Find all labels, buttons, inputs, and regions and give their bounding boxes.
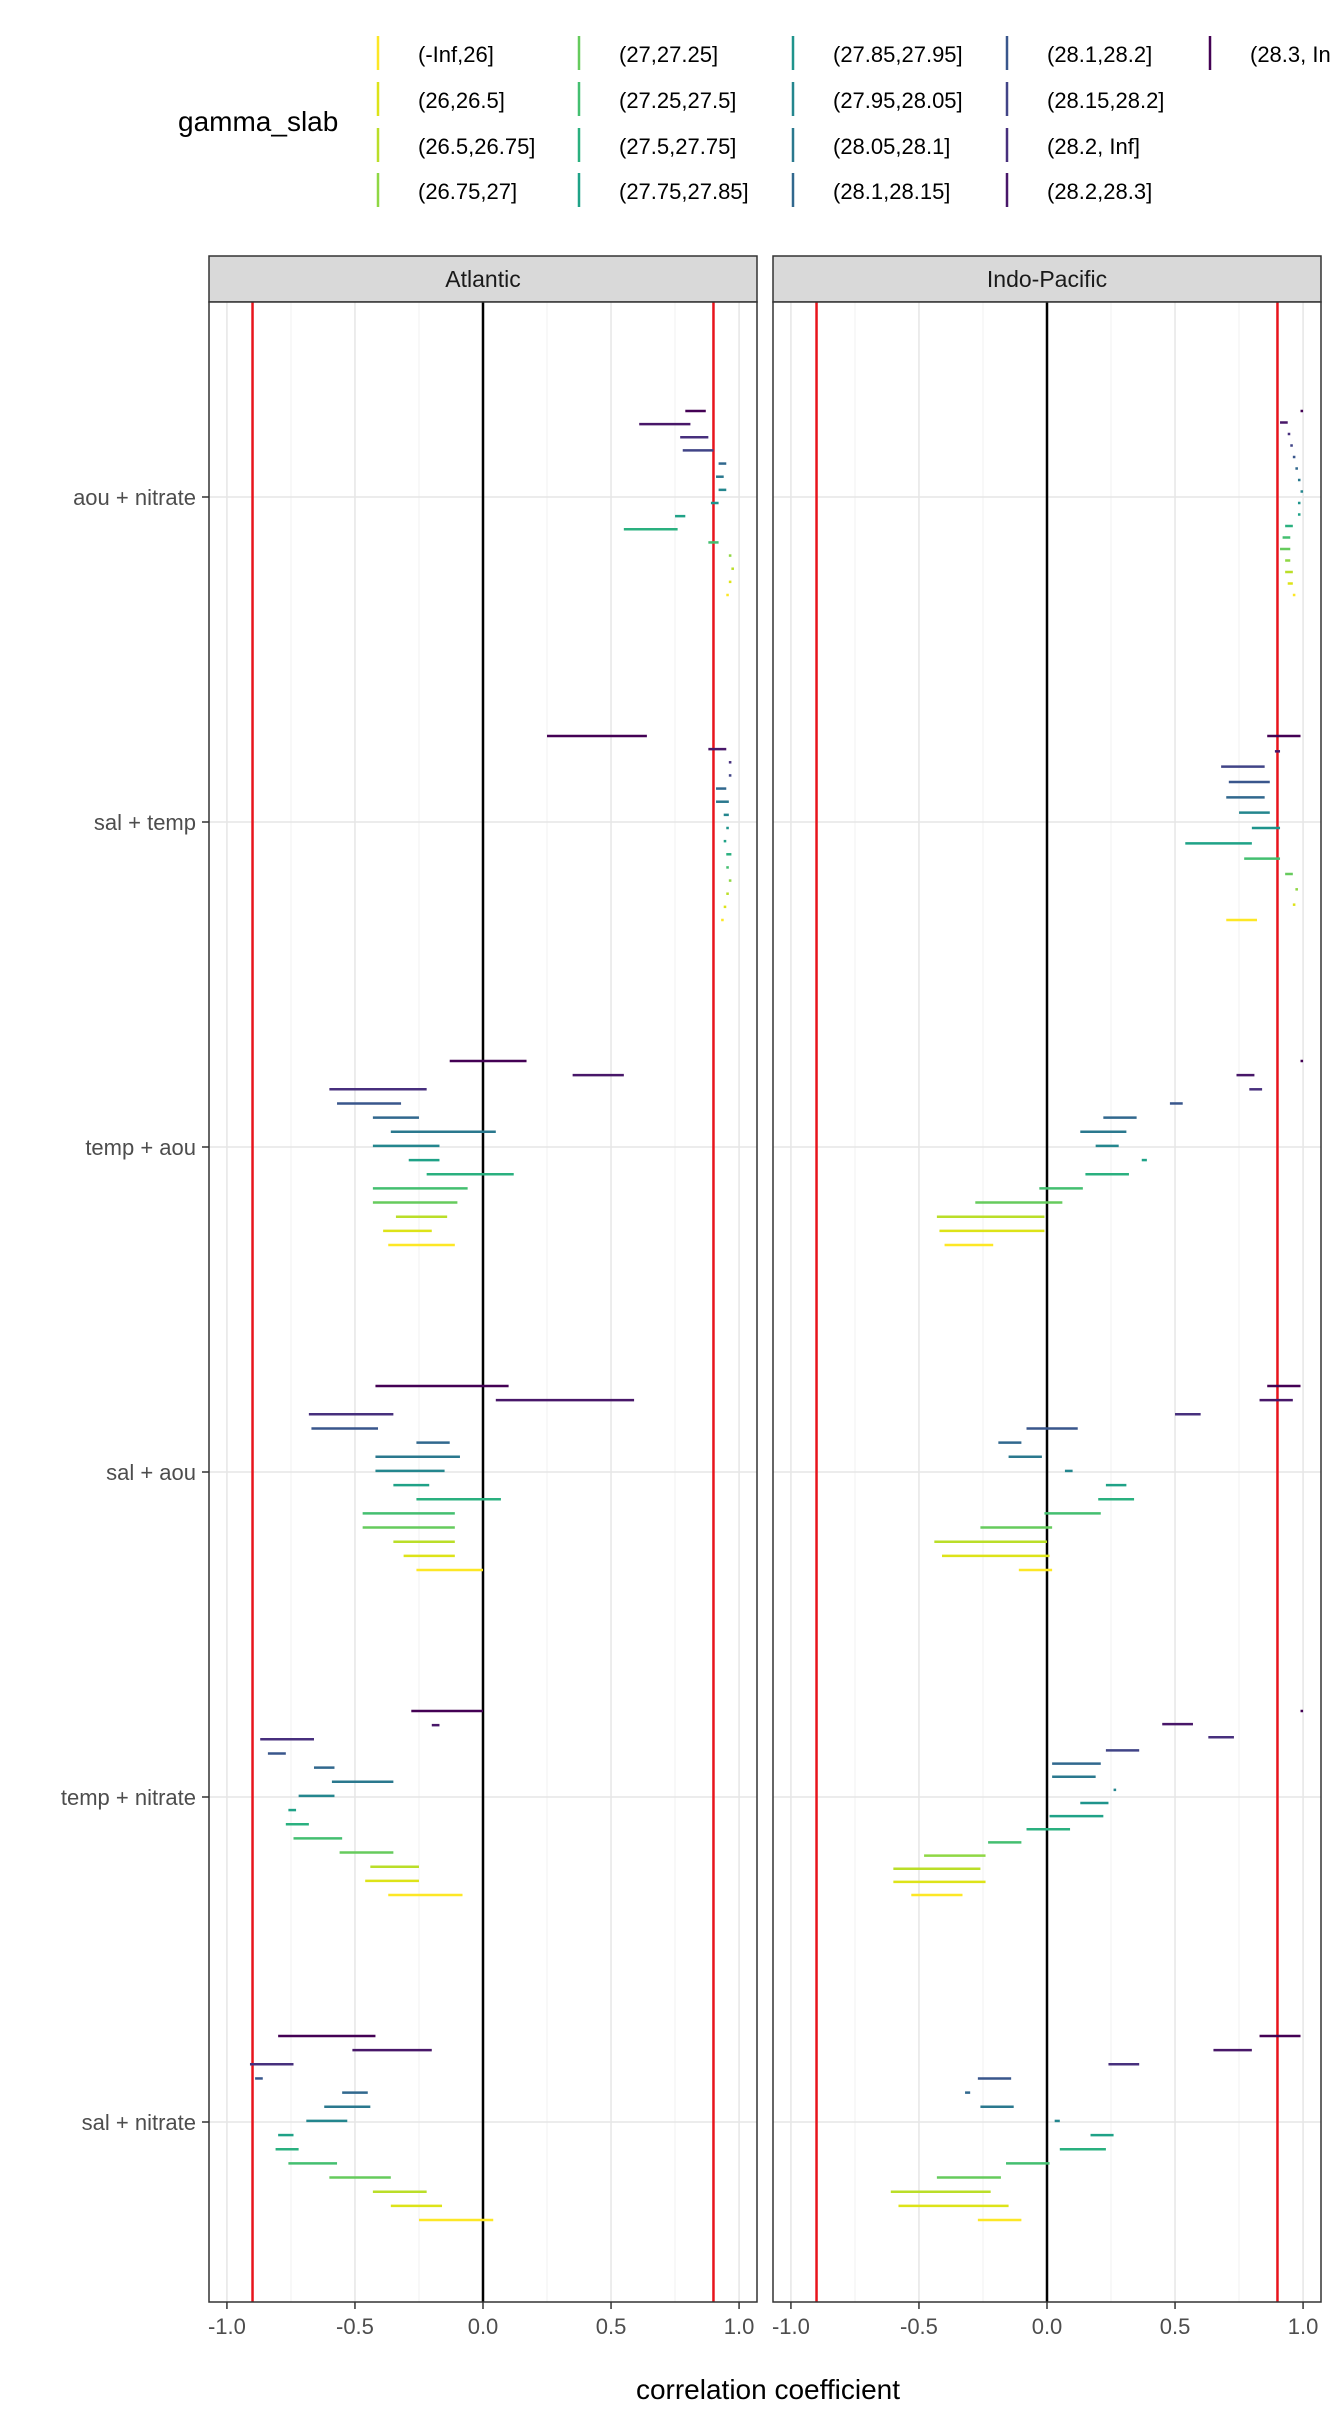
y-tick-label: temp + nitrate (61, 1785, 196, 1810)
panels: Atlantic -1.0 -0.5 0.0 0.5 1.0 Indo-Pacific -1.… (208, 255, 1322, 2339)
legend-label-10: (28.05,28.1] (833, 134, 950, 159)
x-tick-label: 1.0 (724, 2314, 755, 2339)
x-axis-label: correlation coefficient (636, 2374, 900, 2405)
x-tick-label: 0.5 (1160, 2314, 1191, 2339)
legend-label-3: (26.75,27] (418, 179, 517, 204)
y-tick-label: sal + temp (94, 810, 196, 835)
facet-strip (208, 255, 758, 303)
legend-label-12: (28.1,28.2] (1047, 42, 1152, 67)
facet-label: Indo-Pacific (987, 266, 1107, 292)
legend-label-7: (27.75,27.85] (619, 179, 749, 204)
x-tick-label: 1.0 (1288, 2314, 1319, 2339)
legend-label-13: (28.15,28.2] (1047, 88, 1164, 113)
legend-label-1: (26,26.5] (418, 88, 505, 113)
legend-label-4: (27,27.25] (619, 42, 718, 67)
legend-label-0: (-Inf,26] (418, 42, 494, 67)
legend-label-14: (28.2, Inf] (1047, 134, 1140, 159)
x-tick-label: 0.5 (596, 2314, 627, 2339)
y-tick-label: aou + nitrate (73, 485, 196, 510)
y-axis: aou + nitrate sal + temp temp + aou sal + a… (61, 485, 209, 2135)
x-tick-label: -1.0 (772, 2314, 810, 2339)
x-tick-label: -0.5 (336, 2314, 374, 2339)
y-tick-label: sal + aou (106, 1460, 196, 1485)
x-tick-label: 0.0 (468, 2314, 499, 2339)
panel-indo-pacific: Indo-Pacific -1.0 -0.5 0.0 0.5 1.0 (772, 255, 1322, 2339)
y-tick-label: temp + aou (85, 1135, 196, 1160)
legend-title: gamma_slab (178, 106, 338, 137)
x-tick-label: 0.0 (1032, 2314, 1063, 2339)
legend-label-2: (26.5,26.75] (418, 134, 535, 159)
legend-label-5: (27.25,27.5] (619, 88, 736, 113)
y-tick-label: sal + nitrate (82, 2110, 196, 2135)
legend-label-6: (27.5,27.75] (619, 134, 736, 159)
legend-label-9: (27.95,28.05] (833, 88, 963, 113)
legend-label-15: (28.2,28.3] (1047, 179, 1152, 204)
legend-label-8: (27.85,27.95] (833, 42, 963, 67)
facet-label: Atlantic (445, 266, 520, 292)
x-tick-label: -0.5 (900, 2314, 938, 2339)
panel-atlantic: Atlantic -1.0 -0.5 0.0 0.5 1.0 (208, 255, 758, 2339)
facet-strip (772, 255, 1322, 303)
legend-label-11: (28.1,28.15] (833, 179, 950, 204)
legend-label-16: (28.3, In (1250, 42, 1331, 67)
legend: gamma_slab (-Inf,26] (26,26.5] (26.5,26.75… (178, 36, 1331, 207)
x-tick-label: -1.0 (208, 2314, 246, 2339)
